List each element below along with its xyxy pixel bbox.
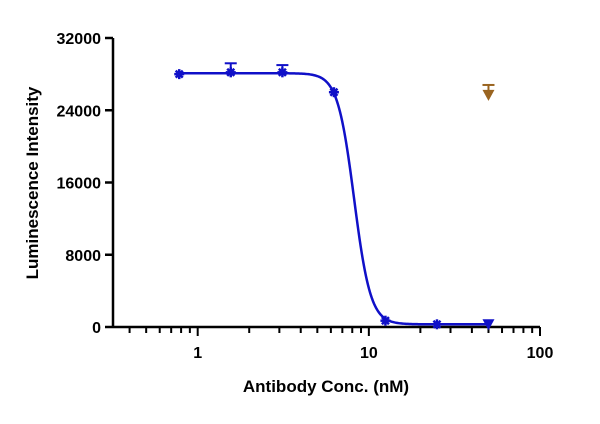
data-point-core <box>382 317 389 324</box>
y-tick-label: 32000 <box>57 31 102 48</box>
data-point <box>482 89 495 101</box>
y-tick-label: 24000 <box>57 103 102 120</box>
fit-curve <box>179 71 489 326</box>
data-point <box>328 87 339 98</box>
plot-area <box>174 62 495 331</box>
data-point-core <box>176 71 183 77</box>
data-point <box>225 67 236 78</box>
data-point-core <box>279 69 286 76</box>
x-axis-label: Antibody Conc. (nM) <box>243 377 409 396</box>
x-tick-label: 10 <box>360 345 378 362</box>
data-point <box>431 319 442 330</box>
y-tick-label: 0 <box>92 320 101 337</box>
series-1 <box>482 83 495 101</box>
y-axis-label: Luminescence Intensity <box>23 86 42 279</box>
data-point-core <box>227 69 234 76</box>
data-point <box>277 67 288 78</box>
data-point <box>380 315 391 326</box>
data-point-core <box>331 89 337 95</box>
x-tick-label: 1 <box>193 345 202 362</box>
data-point <box>482 319 495 331</box>
data-point-core <box>434 321 440 328</box>
series-0 <box>174 62 495 331</box>
x-tick-label: 100 <box>527 345 554 362</box>
y-tick-label: 16000 <box>57 176 102 193</box>
data-point <box>174 69 185 80</box>
axes: 0 8000 16000 24000 32000 1 10 100 <box>57 31 554 362</box>
y-tick-label: 8000 <box>65 248 101 265</box>
